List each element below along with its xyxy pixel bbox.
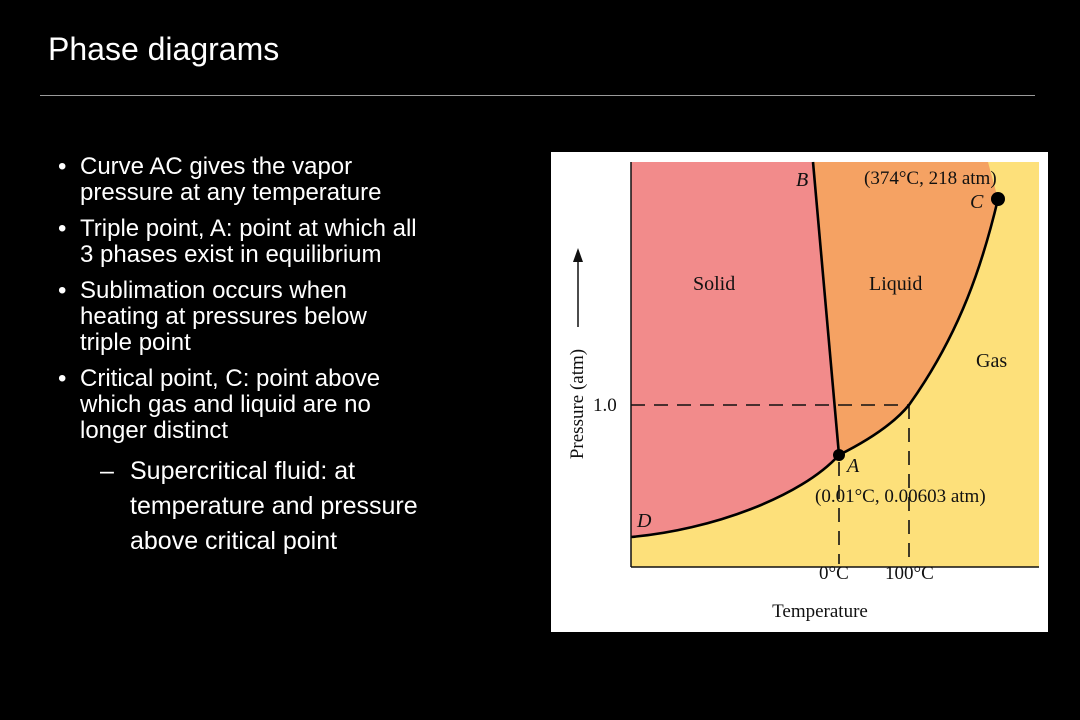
- triple-point-marker: [833, 449, 845, 461]
- liquid-label: Liquid: [869, 273, 922, 295]
- bullet-triple-point: • Triple point, A: point at which all 3 …: [58, 216, 543, 268]
- x-axis-label: Temperature: [772, 601, 868, 622]
- bullet-line: longer distinct: [80, 417, 229, 444]
- y-tick-label: 1.0: [593, 395, 617, 416]
- bullet-line: Critical point, C: point above: [80, 365, 381, 392]
- bullet-marker: •: [58, 153, 67, 180]
- vaporization-curve-ac: [838, 198, 1000, 457]
- sub-bullet-line: Supercritical fluid: at: [130, 457, 356, 485]
- y-axis-label: Pressure (atm): [567, 349, 588, 459]
- x-tick-label: 0°C: [819, 563, 849, 584]
- sub-bullet-supercritical: – Supercritical fluid: at temperature an…: [58, 454, 543, 559]
- critical-point-marker: [991, 192, 1005, 206]
- bullet-line: Curve AC gives the vapor: [80, 153, 353, 180]
- bullet-line: which gas and liquid are no: [80, 391, 371, 418]
- melting-curve-ab: [811, 161, 841, 456]
- gas-label: Gas: [976, 350, 1007, 372]
- sublimation-curve-ad: [630, 454, 840, 539]
- bullet-vapor-pressure: • Curve AC gives the vapor pressure at a…: [58, 154, 543, 206]
- sub-bullet-marker: –: [100, 457, 114, 485]
- bullet-line: Sublimation occurs when: [80, 277, 347, 304]
- point-d-label: D: [636, 510, 652, 532]
- solid-region: [631, 162, 839, 537]
- bullet-line: triple point: [80, 329, 191, 356]
- bullet-line: Triple point, A: point at which all: [80, 215, 417, 242]
- bullet-line: pressure at any temperature: [80, 179, 382, 206]
- slide-title: Phase diagrams: [48, 31, 280, 67]
- sub-bullet-line: above critical point: [130, 527, 338, 555]
- bullet-marker: •: [58, 215, 67, 242]
- liquid-region: [813, 162, 998, 455]
- bullet-critical-point: • Critical point, C: point above which g…: [58, 366, 543, 444]
- title-divider: [40, 95, 1035, 96]
- bullet-marker: •: [58, 365, 67, 392]
- bullet-sublimation: • Sublimation occurs when heating at pre…: [58, 278, 543, 356]
- x-tick-label: 100°C: [885, 563, 934, 584]
- arrow-up-icon: [573, 248, 583, 262]
- phase-diagram-figure: Solid Liquid Gas B C A D (374°C, 218 atm…: [551, 152, 1048, 632]
- point-a-label: A: [845, 455, 860, 477]
- bullet-marker: •: [58, 277, 67, 304]
- point-b-label: B: [796, 169, 808, 191]
- bullet-line: heating at pressures below: [80, 303, 367, 330]
- solid-label: Solid: [693, 273, 735, 295]
- bullet-list: • Curve AC gives the vapor pressure at a…: [58, 154, 543, 559]
- point-c-label: C: [970, 191, 984, 213]
- critical-point-label: (374°C, 218 atm): [864, 168, 997, 189]
- phase-diagram: Solid Liquid Gas B C A D (374°C, 218 atm…: [567, 161, 1039, 622]
- bullet-line: 3 phases exist in equilibrium: [80, 241, 382, 268]
- sub-bullet-line: temperature and pressure: [130, 492, 418, 520]
- triple-point-label: (0.01°C, 0.00603 atm): [815, 486, 986, 507]
